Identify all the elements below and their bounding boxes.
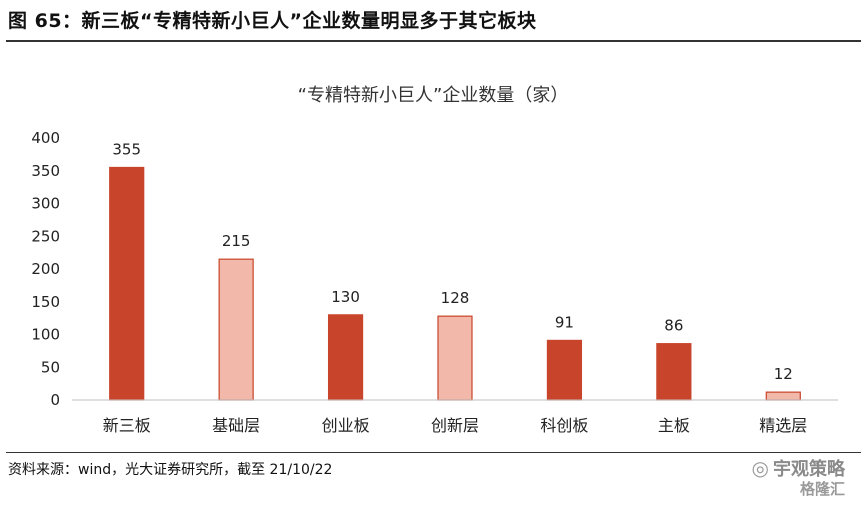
data-label: 12	[774, 365, 793, 383]
data-label: 91	[555, 313, 574, 331]
wechat-icon: ◎	[751, 456, 769, 480]
data-label: 86	[664, 317, 683, 335]
chart-title: “专精特新小巨人”企业数量（家）	[298, 85, 569, 106]
bar-5	[546, 339, 583, 401]
y-tick-label: 300	[31, 195, 60, 213]
category-label: 科创板	[540, 416, 588, 435]
y-tick-label: 250	[31, 227, 60, 245]
category-label: 创业板	[322, 416, 370, 435]
category-label: 精选层	[759, 416, 807, 435]
category-label: 创新层	[431, 416, 479, 435]
watermark-site-text: 格隆汇	[799, 480, 845, 498]
watermark-site: 格隆汇	[800, 478, 845, 499]
bar-6	[656, 343, 692, 401]
y-tick-label: 100	[31, 326, 60, 344]
bar-3	[327, 314, 364, 401]
bar-chart: “专精特新小巨人”企业数量（家） 0 50 100 150 200 250 300 350 40…	[31, 85, 838, 435]
y-tick-label: 50	[41, 358, 60, 376]
top-rule	[6, 40, 861, 42]
y-tick-label: 150	[31, 293, 60, 311]
bottom-rule	[6, 452, 861, 453]
watermark-brand: ◎ 宇观策略	[752, 455, 845, 481]
bar-4	[437, 315, 473, 401]
bar-2	[218, 258, 254, 401]
category-label: 基础层	[212, 416, 260, 435]
data-label: 130	[331, 288, 360, 306]
data-label: 215	[222, 232, 251, 250]
watermark-brand-text: 宇观策略	[773, 459, 845, 480]
category-label: 主板	[658, 416, 690, 435]
bar-1	[109, 166, 145, 401]
data-label: 355	[112, 140, 141, 158]
data-label: 128	[441, 289, 470, 307]
y-tick-label: 200	[31, 260, 60, 278]
y-tick-label: 400	[31, 129, 60, 147]
y-axis: 0 50 100 150 200 250 300 350 400	[31, 129, 60, 409]
figure-title: 图 65：新三板“专精特新小巨人”企业数量明显多于其它板块	[8, 10, 537, 32]
y-tick-label: 0	[50, 391, 60, 409]
bars-group: 355 215 130 128 91 86 12	[109, 140, 801, 401]
bar-7	[765, 391, 801, 401]
category-label: 新三板	[103, 416, 151, 435]
x-axis: 新三板 基础层 创业板 创新层 科创板 主板 精选层	[72, 399, 838, 435]
source-note: 资料来源：wind，光大证券研究所，截至 21/10/22	[8, 462, 333, 478]
y-tick-label: 350	[31, 162, 60, 180]
